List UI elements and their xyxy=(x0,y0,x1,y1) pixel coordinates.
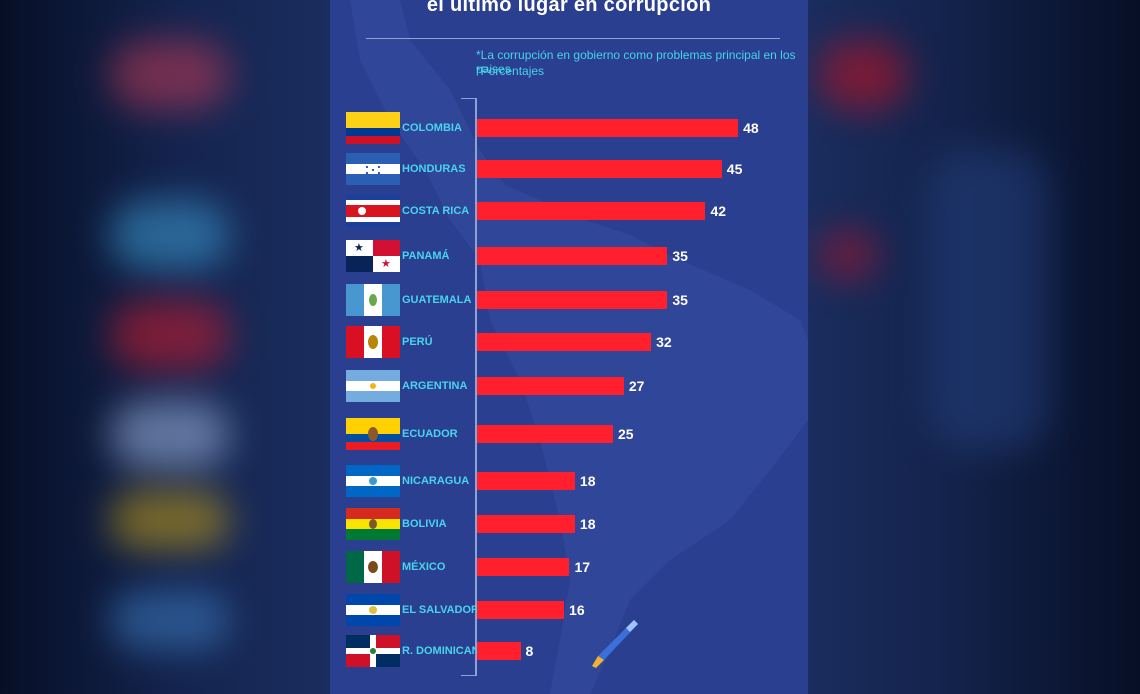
dominican-republic-flag-icon xyxy=(346,635,400,667)
bar xyxy=(477,558,570,576)
bar xyxy=(477,377,624,395)
blurred-bar xyxy=(818,40,908,110)
bolivia-flag-icon xyxy=(346,508,400,540)
category-label: MÉXICO xyxy=(402,561,446,573)
value-label: 17 xyxy=(574,559,591,575)
category-label: HONDURAS xyxy=(402,163,466,175)
blurred-background-right xyxy=(808,0,1140,694)
argentina-flag-icon xyxy=(346,370,400,402)
footnote-units: *Porcentajes xyxy=(476,64,545,78)
blurred-flag xyxy=(110,400,230,470)
bar xyxy=(477,119,739,137)
category-label: PANAMÁ xyxy=(402,250,450,262)
mexico-flag-icon xyxy=(346,551,400,583)
blurred-flag xyxy=(110,40,230,110)
bar xyxy=(477,515,575,533)
blurred-flag xyxy=(110,200,230,270)
value-label: 18 xyxy=(579,516,596,532)
bar xyxy=(477,160,722,178)
honduras-flag-icon xyxy=(346,153,400,185)
category-label: NICARAGUA xyxy=(402,475,470,487)
value-label: 27 xyxy=(628,378,645,394)
bar xyxy=(477,642,521,660)
bar xyxy=(477,202,706,220)
value-label: 42 xyxy=(710,203,727,219)
bar xyxy=(477,425,613,443)
panama-flag-icon: ★ ★ xyxy=(346,240,400,272)
chart-title: el último lugar en corrupción xyxy=(426,0,712,16)
bar xyxy=(477,247,668,265)
title-divider xyxy=(366,38,780,39)
category-label: ARGENTINA xyxy=(402,380,468,392)
category-label: COSTA RICA xyxy=(402,205,470,217)
axis-tick-bottom xyxy=(461,675,475,676)
y-axis-line xyxy=(475,98,477,676)
bar xyxy=(477,601,565,619)
blurred-background-left xyxy=(0,0,330,694)
value-label: 16 xyxy=(569,602,585,618)
guatemala-flag-icon xyxy=(346,284,400,316)
blurred-flag xyxy=(110,590,230,650)
el-salvador-flag-icon xyxy=(346,594,400,626)
footnote-subject: *La corrupción en gobierno como problema… xyxy=(476,48,796,76)
ecuador-flag-icon xyxy=(346,418,400,450)
value-label: 18 xyxy=(579,473,596,489)
bar xyxy=(477,291,668,309)
pen-nib-icon xyxy=(592,620,638,668)
value-label: 45 xyxy=(726,161,743,177)
nicaragua-flag-icon xyxy=(346,465,400,497)
value-label: 35 xyxy=(672,292,688,308)
colombia-flag-icon xyxy=(346,112,400,144)
costa-rica-flag-icon xyxy=(346,195,400,227)
peru-flag-icon xyxy=(346,326,400,358)
category-label: R. DOMINICANA xyxy=(402,645,488,657)
category-label: BOLIVIA xyxy=(402,518,447,530)
category-label: COLOMBIA xyxy=(402,122,462,134)
bar xyxy=(477,333,652,351)
blurred-bar xyxy=(818,230,878,280)
blurred-flag xyxy=(110,490,230,550)
blurred-map xyxy=(928,150,1048,450)
axis-tick-top xyxy=(461,98,475,99)
value-label: 32 xyxy=(656,334,672,350)
category-label: ECUADOR xyxy=(402,428,458,440)
blurred-flag xyxy=(110,300,230,370)
value-label: 35 xyxy=(672,248,688,264)
bar xyxy=(477,472,575,490)
category-label: PERÚ xyxy=(402,336,433,348)
category-label: EL SALVADOR xyxy=(402,604,480,616)
value-label: 25 xyxy=(618,426,634,442)
value-label: 8 xyxy=(525,643,534,659)
category-label: GUATEMALA xyxy=(402,294,472,306)
infographic-panel: el último lugar en corrupción *La corrup… xyxy=(330,0,808,694)
value-label: 48 xyxy=(743,120,759,136)
